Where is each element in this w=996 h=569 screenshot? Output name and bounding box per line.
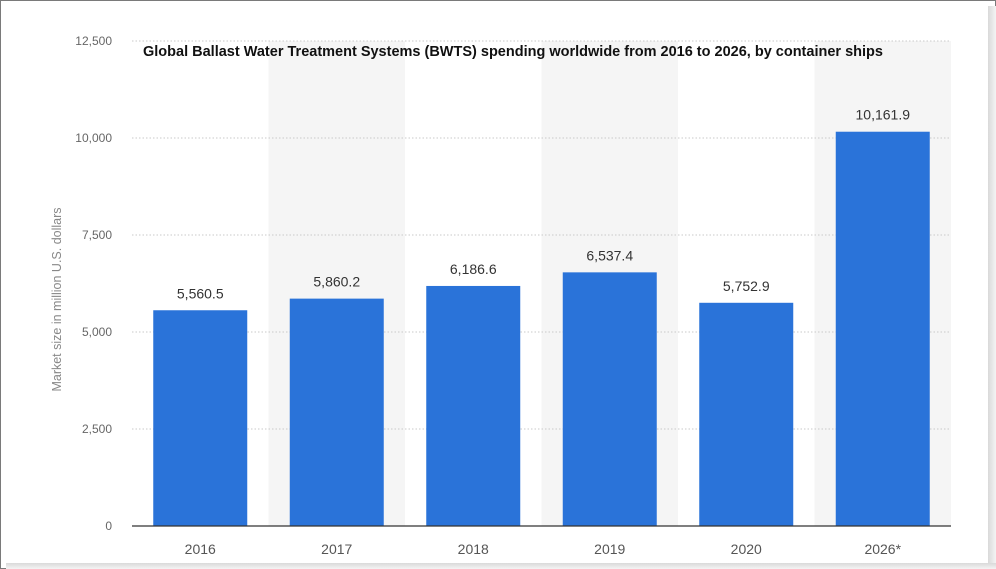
bar-value-label: 6,537.4 <box>586 247 633 263</box>
frame-shadow-right <box>988 6 996 569</box>
y-tick-label: 10,000 <box>75 131 112 145</box>
x-tick-label: 2017 <box>321 541 352 557</box>
bar-value-label: 5,752.9 <box>723 278 770 294</box>
bar <box>835 131 930 527</box>
x-tick-label: 2019 <box>594 541 625 557</box>
bar <box>562 272 657 526</box>
y-tick-label: 7,500 <box>82 228 112 242</box>
y-tick-label: 0 <box>105 519 112 533</box>
bar <box>426 285 521 526</box>
bar <box>699 302 794 526</box>
bar-value-label: 5,860.2 <box>313 274 360 290</box>
bar <box>153 310 248 526</box>
x-tick-label: 2020 <box>731 541 762 557</box>
x-tick-label: 2026* <box>864 541 901 557</box>
frame-shadow-bottom <box>6 563 996 569</box>
bar <box>289 298 384 526</box>
y-tick-label: 2,500 <box>82 422 112 436</box>
chart-title: Global Ballast Water Treatment Systems (… <box>143 44 883 60</box>
y-axis-title: Market size in million U.S. dollars <box>50 207 64 391</box>
y-tick-label: 5,000 <box>82 325 112 339</box>
x-tick-label: 2016 <box>185 541 216 557</box>
bar-value-label: 5,560.5 <box>177 285 224 301</box>
bar-value-label: 6,186.6 <box>450 261 497 277</box>
x-tick-label: 2018 <box>458 541 489 557</box>
y-tick-label: 12,500 <box>75 34 112 48</box>
bar-value-label: 10,161.9 <box>856 107 911 123</box>
